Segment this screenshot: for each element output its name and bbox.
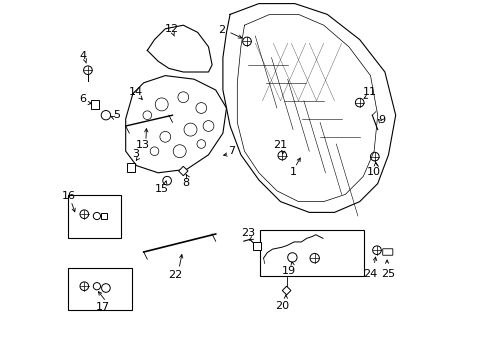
- Bar: [101, 213, 107, 219]
- Text: 9: 9: [378, 114, 385, 125]
- Text: 12: 12: [164, 24, 179, 34]
- Polygon shape: [178, 166, 187, 176]
- Text: 25: 25: [380, 269, 394, 279]
- Bar: [68, 195, 121, 238]
- Bar: [253, 242, 261, 250]
- Text: 20: 20: [274, 301, 288, 311]
- Text: 22: 22: [168, 270, 182, 280]
- Text: 6: 6: [79, 94, 86, 104]
- Text: 17: 17: [96, 302, 110, 312]
- Text: 18: 18: [67, 272, 80, 282]
- Bar: [91, 100, 99, 109]
- Text: 23: 23: [241, 228, 255, 238]
- Text: 5: 5: [113, 110, 121, 120]
- Text: 21: 21: [273, 140, 287, 150]
- Text: 24: 24: [362, 269, 376, 279]
- Text: 11: 11: [362, 87, 376, 97]
- Text: 8: 8: [182, 177, 189, 188]
- Bar: [68, 268, 132, 310]
- Text: 15: 15: [154, 184, 168, 194]
- Text: 3: 3: [132, 149, 139, 159]
- Text: 18: 18: [67, 198, 80, 208]
- Polygon shape: [282, 286, 290, 295]
- Text: 2: 2: [218, 24, 225, 35]
- Bar: [126, 163, 135, 172]
- Text: 10: 10: [366, 167, 380, 177]
- FancyBboxPatch shape: [382, 249, 392, 255]
- Text: 14: 14: [128, 87, 142, 97]
- Text: 16: 16: [61, 191, 75, 201]
- Text: 7: 7: [227, 146, 234, 156]
- Text: 19: 19: [281, 266, 295, 276]
- Bar: [260, 230, 363, 276]
- Text: 4: 4: [79, 51, 86, 61]
- Text: 1: 1: [289, 167, 296, 177]
- Text: 13: 13: [136, 140, 150, 150]
